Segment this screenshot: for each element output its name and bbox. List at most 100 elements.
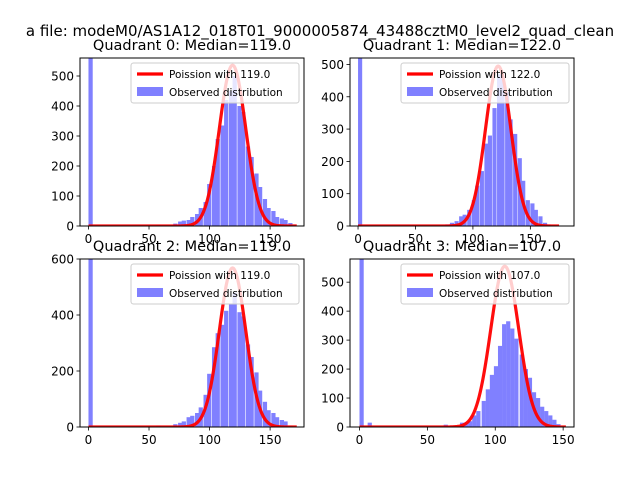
hist-bar: [271, 211, 276, 226]
hist-bar: [228, 91, 234, 226]
hist-bar: [493, 366, 499, 427]
x-tick-label: 100: [198, 433, 221, 447]
hist-bar: [492, 108, 497, 226]
subplot-quadrant-1: 0 50 100 150 0 100 200 300 400 500 Quadrant 1: Med…: [321, 38, 575, 246]
legend-label-observed: Observed distribution: [439, 87, 553, 99]
hist-bar: [358, 58, 363, 226]
y-tick-label: 200: [321, 363, 344, 377]
hist-bar: [468, 421, 473, 427]
x-tick-label: 50: [420, 433, 435, 447]
subplot-quadrant-0: 0 50 100 150 0 100 200 300 400 500 Quadrant 0: Med…: [51, 38, 305, 246]
hist-bar: [220, 324, 225, 427]
hist-bar: [367, 422, 372, 427]
poisson-curve: [87, 63, 298, 226]
hist-bar: [274, 217, 280, 226]
hist-bar: [215, 139, 220, 226]
hist-bar: [533, 209, 538, 226]
poisson-curve: [357, 64, 561, 226]
figure-suptitle: a file: modeM0/AS1A12_018T01_9000005874_…: [26, 22, 614, 41]
hist-bar: [211, 347, 217, 427]
legend-label-observed: Observed distribution: [169, 87, 283, 99]
hist-bar: [472, 415, 477, 427]
hist-bar: [245, 344, 251, 427]
hist-bar: [519, 354, 524, 427]
hist-bar: [540, 406, 545, 427]
hist-bar: [190, 217, 195, 226]
hist-bar: [484, 143, 489, 226]
hist-bar: [88, 58, 93, 226]
axes-frame: [79, 258, 305, 428]
hist-bar: [544, 411, 549, 427]
hist-bar: [245, 146, 251, 226]
hist-bar: [266, 208, 271, 226]
hist-bar: [535, 398, 541, 427]
subplot-quadrant-3: 0 50 100 150 0 100 200 300 400 500 Quadrant 3: Med…: [321, 239, 574, 447]
y-tick-label: 500: [321, 276, 344, 290]
hist-bar: [262, 199, 268, 226]
x-tick-label: 0: [85, 433, 93, 447]
hist-bar: [283, 421, 288, 427]
y-tick-label: 200: [51, 160, 74, 174]
y-tick-label: 0: [336, 220, 344, 234]
y-tick-label: 200: [321, 155, 344, 169]
plot-area: [358, 259, 567, 427]
y-tick-label: 400: [321, 305, 344, 319]
legend-label-poisson: Poission with 119.0: [169, 270, 270, 282]
x-tick-label: 150: [259, 433, 282, 447]
hist-bar: [186, 417, 191, 427]
hist-bar: [88, 259, 93, 427]
y-tick-label: 0: [336, 421, 344, 435]
hist-bar: [215, 333, 220, 427]
x-tick-label: 100: [198, 232, 221, 246]
axes-frame: [79, 57, 305, 227]
hist-bar: [195, 413, 200, 427]
y-tick-label: 100: [321, 187, 344, 201]
y-tick-label: 500: [321, 58, 344, 72]
legend: Poission with 119.0 Observed distribution: [130, 263, 300, 305]
hist-bar: [224, 100, 229, 226]
hist-bar: [505, 91, 510, 226]
hist-bar: [241, 316, 246, 427]
y-tick-label: 0: [66, 421, 74, 435]
hist-bar: [548, 415, 553, 427]
hist-bar: [271, 413, 276, 427]
hist-bar: [497, 74, 502, 226]
hist-bar: [237, 312, 242, 427]
hist-bar: [514, 338, 519, 427]
hist-bar: [479, 171, 484, 226]
hist-bar: [178, 221, 183, 226]
y-tick-label: 200: [51, 365, 74, 379]
hist-bar: [232, 76, 237, 226]
hist-bar: [530, 203, 535, 226]
hist-bar: [523, 369, 528, 427]
hist-bar: [207, 184, 212, 226]
hist-bar: [359, 259, 364, 427]
subplot-title: Quadrant 0: Median=119.0: [93, 38, 291, 54]
hist-bar: [241, 112, 246, 226]
hist-bar: [279, 218, 285, 226]
legend-patch-swatch: [137, 288, 163, 297]
hist-bar: [237, 106, 242, 226]
hist-bar: [497, 345, 503, 427]
subplot-title: Quadrant 3: Median=107.0: [363, 239, 561, 255]
legend: Poission with 119.0 Observed distribution: [130, 62, 300, 104]
hist-bar: [279, 420, 285, 427]
hist-bar: [266, 410, 271, 427]
plot-area: [357, 58, 561, 226]
y-tick-label: 0: [66, 220, 74, 234]
hist-bar: [207, 373, 212, 427]
legend-patch-swatch: [407, 288, 433, 297]
x-tick-label: 50: [141, 232, 156, 246]
hist-bar: [476, 411, 481, 427]
x-tick-label: 50: [141, 433, 156, 447]
y-tick-label: 300: [321, 123, 344, 137]
legend: Poission with 107.0 Observed distribution: [400, 263, 570, 305]
hist-bar: [249, 157, 254, 226]
hist-bar: [178, 422, 183, 427]
hist-bar: [186, 220, 191, 226]
hist-bar: [459, 216, 464, 226]
hist-bar: [500, 75, 505, 226]
axes-frame: [349, 57, 575, 227]
